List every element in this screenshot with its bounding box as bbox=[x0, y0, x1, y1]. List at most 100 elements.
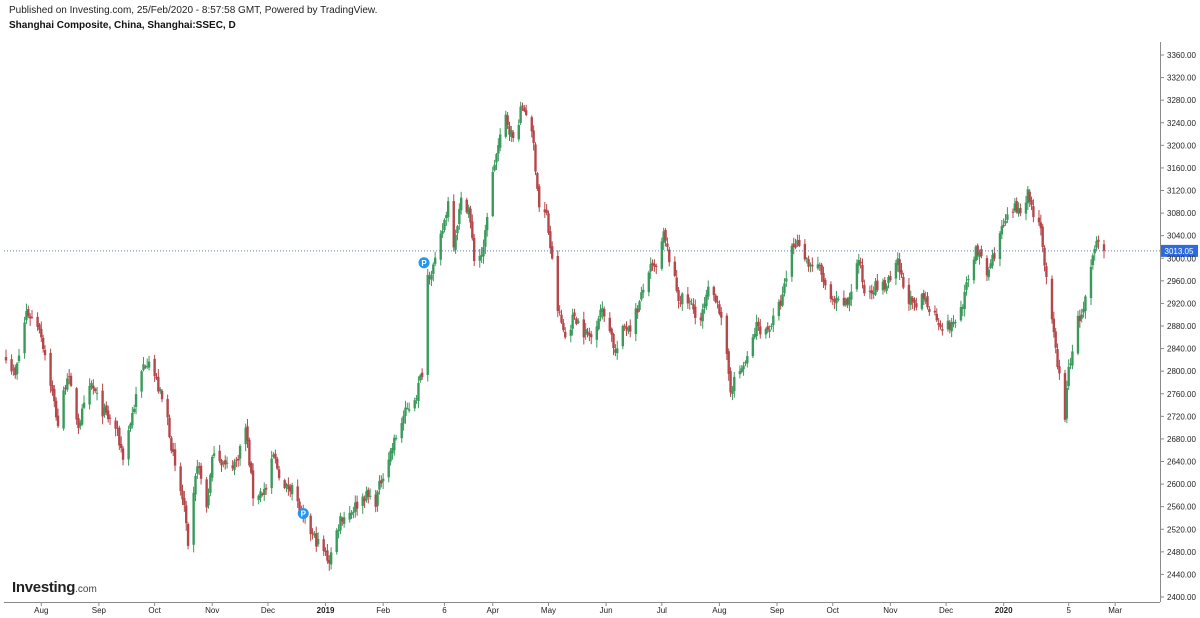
candle-body bbox=[987, 269, 991, 278]
candle-body bbox=[445, 215, 448, 219]
candle-body bbox=[1071, 351, 1074, 366]
logo-suffix: .com bbox=[75, 584, 97, 595]
candle-body bbox=[185, 505, 188, 524]
candle-body bbox=[328, 560, 331, 564]
y-tick-label: 2560.00 bbox=[1167, 503, 1196, 512]
x-tick-label: Aug bbox=[34, 606, 48, 615]
candle-body bbox=[610, 328, 613, 335]
candle-body bbox=[564, 331, 567, 338]
candle-body bbox=[954, 322, 957, 324]
candle-body bbox=[521, 105, 524, 107]
candle-body bbox=[863, 284, 866, 294]
candle-body bbox=[870, 290, 873, 294]
candle-body bbox=[467, 207, 470, 215]
candle-body bbox=[114, 420, 117, 429]
candle-body bbox=[809, 264, 812, 266]
candle-body bbox=[757, 321, 760, 326]
y-tick-label: 2960.00 bbox=[1167, 277, 1196, 286]
y-tick-label: 3200.00 bbox=[1167, 141, 1196, 150]
candle-body bbox=[352, 511, 355, 513]
candle-body bbox=[688, 300, 691, 303]
candle-body bbox=[80, 408, 84, 425]
candle-body bbox=[144, 366, 147, 368]
candle-body bbox=[181, 490, 184, 500]
candle-body bbox=[733, 376, 736, 392]
x-tick-label: Jul bbox=[657, 606, 667, 615]
candle-body bbox=[25, 310, 28, 321]
candle-body bbox=[1045, 266, 1048, 277]
candle-body bbox=[160, 390, 164, 400]
candle-body bbox=[933, 310, 937, 313]
candle-body bbox=[846, 298, 849, 305]
candle-body bbox=[759, 326, 762, 335]
candle-body bbox=[1050, 278, 1054, 320]
candle-body bbox=[315, 533, 318, 547]
candle-body bbox=[153, 358, 156, 377]
x-tick-label: May bbox=[541, 606, 556, 615]
candle-body bbox=[889, 276, 892, 281]
candle-body bbox=[341, 518, 344, 522]
candle-body bbox=[816, 264, 820, 269]
candle-body bbox=[64, 387, 67, 390]
candle-body bbox=[701, 309, 704, 322]
candle-body bbox=[69, 375, 73, 386]
candle-body bbox=[1030, 200, 1033, 205]
candle-body bbox=[976, 245, 979, 256]
candle-body bbox=[538, 186, 541, 208]
candle-body bbox=[101, 390, 104, 417]
candle-body bbox=[337, 529, 340, 532]
candle-body bbox=[950, 321, 953, 332]
candle-body bbox=[209, 474, 212, 494]
candle-body bbox=[998, 233, 1002, 259]
candle-body bbox=[1032, 206, 1035, 218]
candle-body bbox=[404, 407, 407, 417]
candle-body bbox=[105, 405, 108, 413]
candle-body bbox=[339, 516, 342, 531]
candle-body bbox=[90, 383, 93, 388]
candle-body bbox=[484, 230, 487, 247]
candle-body bbox=[480, 254, 483, 257]
candle-body bbox=[692, 304, 695, 310]
candle-body bbox=[894, 262, 898, 279]
candle-body bbox=[746, 356, 749, 364]
candle-body bbox=[751, 337, 755, 357]
y-tick-label: 2520.00 bbox=[1167, 525, 1196, 534]
candle-body bbox=[673, 261, 677, 276]
candle-body bbox=[755, 322, 758, 337]
candle-body bbox=[1024, 202, 1028, 214]
candle-body bbox=[627, 327, 630, 332]
candle-body bbox=[857, 260, 860, 266]
candle-body bbox=[199, 465, 203, 479]
y-tick-label: 2880.00 bbox=[1167, 322, 1196, 331]
candle-body bbox=[387, 459, 390, 478]
candle-body bbox=[1091, 255, 1095, 266]
candle-body bbox=[859, 261, 862, 264]
candle-body bbox=[129, 423, 132, 429]
x-tick-label: Sep bbox=[92, 606, 107, 615]
event-marker-label: P bbox=[421, 259, 427, 268]
candle-body bbox=[720, 311, 723, 318]
candle-body bbox=[861, 265, 864, 283]
candle-body bbox=[472, 237, 476, 262]
candle-body bbox=[417, 383, 420, 401]
candle-body bbox=[170, 437, 173, 451]
candle-body bbox=[525, 110, 528, 115]
candle-body bbox=[833, 299, 836, 302]
x-tick-label: Aug bbox=[712, 606, 726, 615]
logo-brand: Investing bbox=[12, 579, 76, 596]
candle-body bbox=[686, 294, 690, 304]
candle-body bbox=[655, 265, 658, 268]
candle-body bbox=[14, 367, 17, 376]
investing-logo: Investing.com bbox=[12, 579, 97, 596]
candle-body bbox=[495, 154, 498, 163]
candle-body bbox=[820, 264, 823, 275]
candle-body bbox=[603, 309, 606, 317]
candle-body bbox=[49, 352, 52, 386]
candle-body bbox=[376, 491, 379, 506]
x-tick-label: Mar bbox=[1108, 606, 1122, 615]
candle-body bbox=[285, 484, 288, 486]
candle-body bbox=[597, 318, 600, 330]
candle-body bbox=[194, 476, 197, 495]
candle-body bbox=[497, 145, 500, 154]
